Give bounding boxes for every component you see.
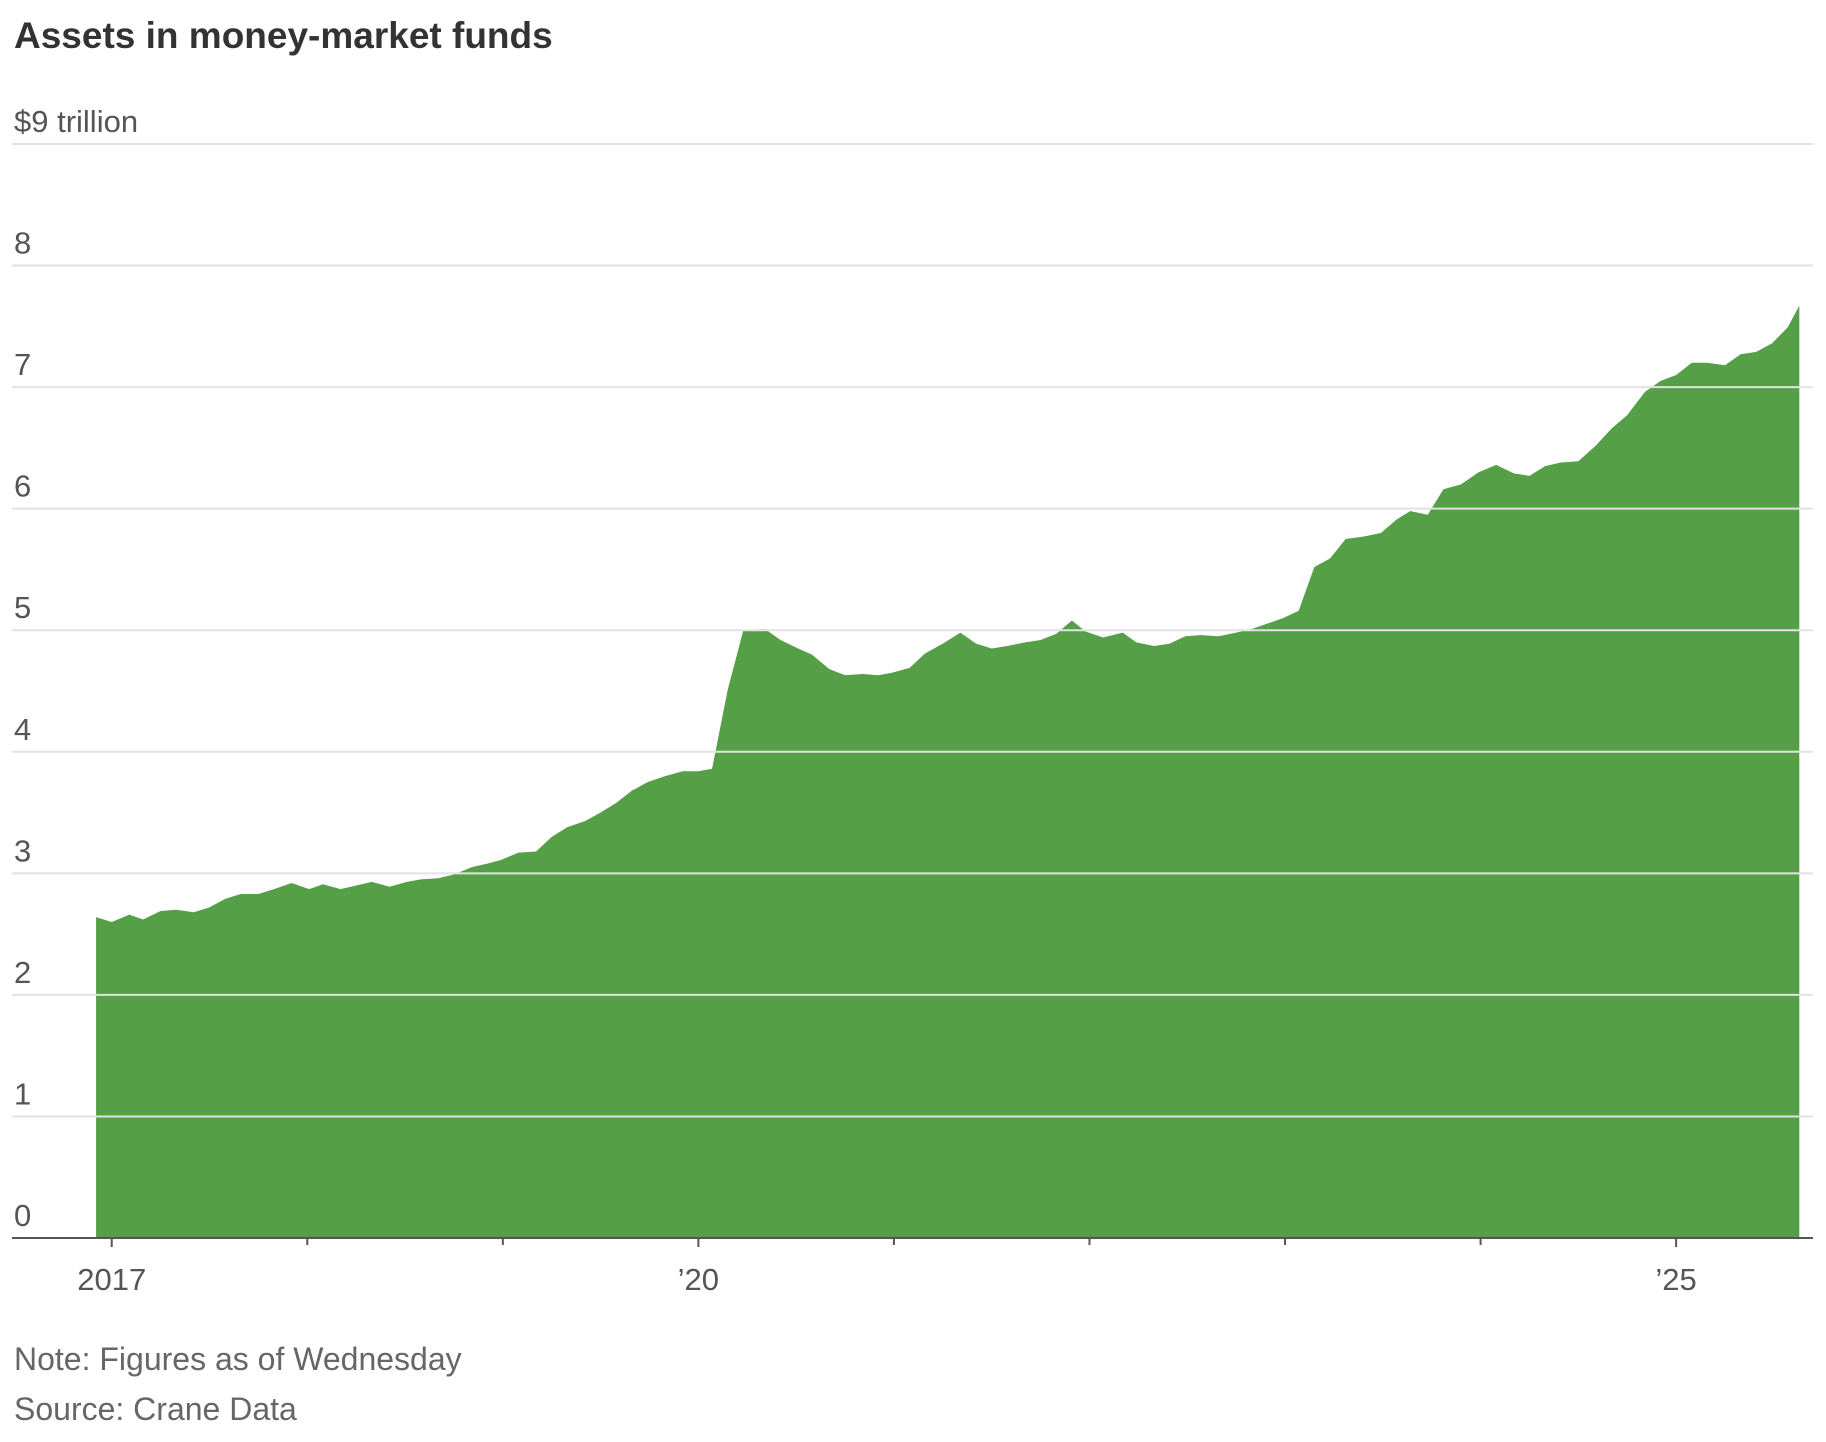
- y-tick-label: $9 trillion: [14, 104, 138, 139]
- y-tick-label: 5: [14, 590, 31, 625]
- y-tick-label: 7: [14, 347, 31, 382]
- y-tick-label: 6: [14, 469, 31, 504]
- y-tick-label: 2: [14, 955, 31, 990]
- x-tick-label: ’20: [678, 1262, 719, 1297]
- x-tick-label: 2017: [77, 1262, 146, 1297]
- y-tick-label: 8: [14, 226, 31, 261]
- x-tick-label: ’25: [1655, 1262, 1696, 1297]
- y-tick-label: 1: [14, 1076, 31, 1111]
- y-tick-label: 0: [14, 1198, 31, 1233]
- y-tick-label: 4: [14, 712, 31, 747]
- source: Source: Crane Data: [14, 1391, 297, 1427]
- area: [96, 305, 1800, 1238]
- y-tick-label: 3: [14, 833, 31, 868]
- chart-title: Assets in money-market funds: [14, 15, 553, 56]
- note: Note: Figures as of Wednesday: [14, 1341, 462, 1377]
